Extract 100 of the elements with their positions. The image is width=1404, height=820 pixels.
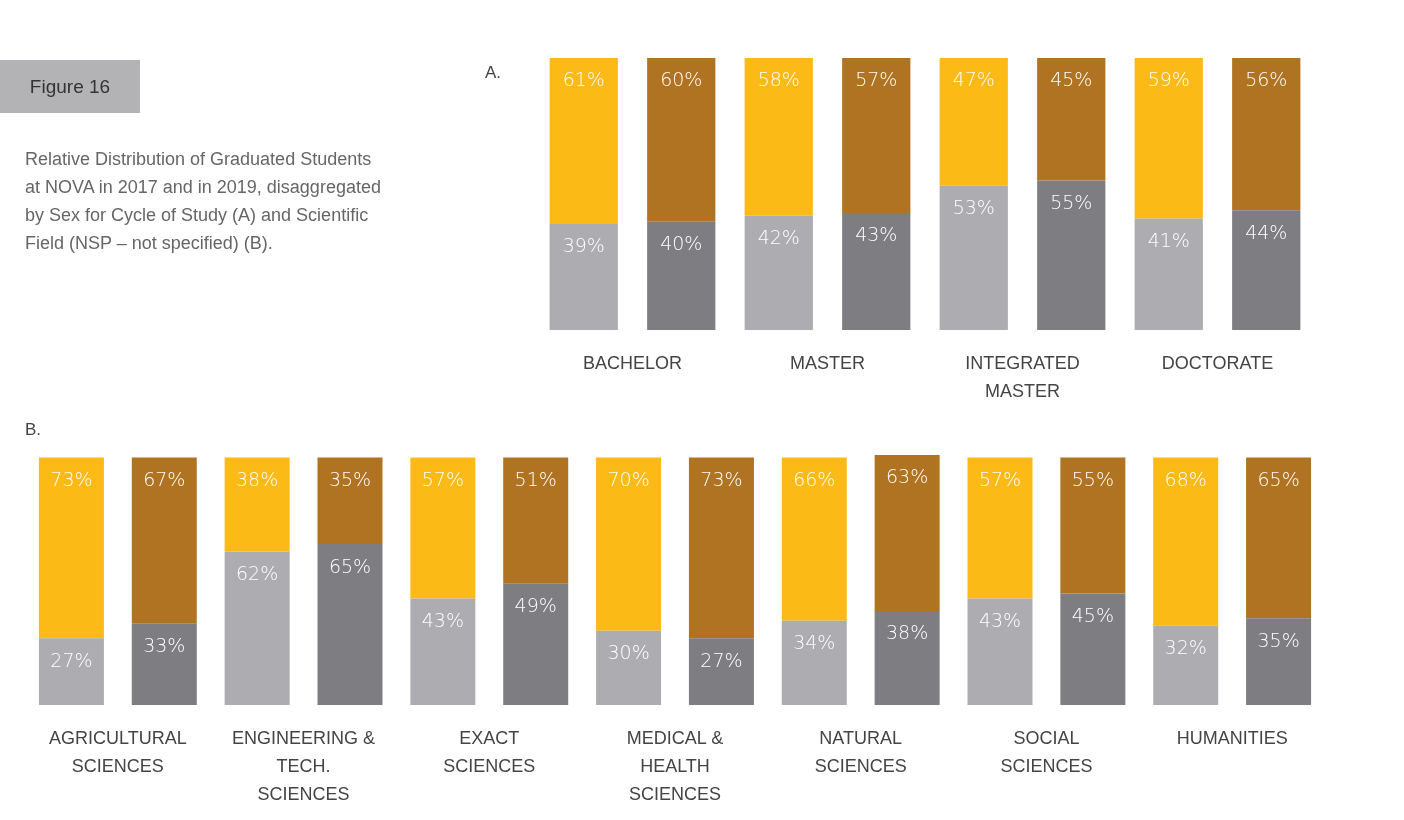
data-label: 62% — [236, 561, 279, 584]
bar — [647, 221, 716, 330]
data-label: 60% — [660, 68, 703, 91]
data-label: 73% — [50, 467, 93, 490]
data-label: 57% — [978, 467, 1022, 490]
x-tick-label: SOCIAL SCIENCES — [1000, 727, 1093, 776]
bar — [596, 630, 662, 705]
bar — [1134, 58, 1203, 219]
data-label: 32% — [1164, 636, 1207, 659]
chart-title: A. — [485, 63, 502, 83]
data-label: 63% — [886, 465, 929, 488]
bar — [647, 58, 716, 222]
bar — [1037, 58, 1106, 181]
x-tick-label: BACHELOR — [582, 352, 683, 373]
bar — [1060, 457, 1126, 594]
data-label: 41% — [1147, 228, 1190, 251]
bar — [596, 457, 662, 631]
bar — [1060, 593, 1126, 705]
x-tick-label: NATURAL SCIENCES — [814, 727, 907, 776]
data-label: 35% — [328, 467, 372, 490]
data-label: 45% — [1071, 604, 1114, 627]
data-label: 35% — [1257, 628, 1300, 651]
data-label: 58% — [757, 68, 800, 91]
bar — [744, 215, 813, 330]
bar — [131, 457, 197, 624]
bar — [38, 638, 104, 705]
bar — [1134, 218, 1203, 330]
bar — [688, 638, 754, 705]
bar — [410, 457, 476, 599]
data-label: 73% — [700, 467, 743, 490]
data-label: 45% — [1050, 68, 1093, 91]
data-label: 34% — [793, 631, 836, 654]
bar — [1153, 457, 1219, 626]
caption: Figure 16 — [0, 60, 140, 113]
bar — [967, 457, 1033, 599]
data-label: 65% — [1257, 467, 1300, 490]
data-label: 42% — [757, 226, 800, 249]
data-label: 40% — [660, 231, 703, 254]
data-label: 55% — [1071, 467, 1114, 490]
x-tick-label: AGRICULTURAL SCIENCES — [49, 727, 187, 776]
data-label: 53% — [952, 196, 995, 219]
bar — [549, 58, 618, 224]
bar — [1232, 58, 1301, 211]
data-label: 44% — [1245, 220, 1288, 243]
data-label: 55% — [1050, 190, 1093, 213]
bar — [967, 598, 1033, 705]
data-label: 43% — [421, 609, 464, 631]
x-tick-label: MASTER — [789, 352, 866, 373]
bar — [38, 457, 104, 639]
data-label: 56% — [1245, 68, 1288, 91]
bar — [842, 213, 911, 330]
bar — [410, 598, 476, 705]
data-label: 68% — [1164, 467, 1207, 490]
x-tick-label: INTEGRATED MASTER — [965, 352, 1080, 401]
data-label: 65% — [328, 554, 372, 577]
bar — [939, 58, 1008, 186]
bar — [1037, 180, 1106, 330]
bar — [874, 455, 940, 611]
data-label: 43% — [978, 609, 1022, 631]
data-label: 27% — [700, 648, 743, 671]
data-label: 30% — [607, 641, 650, 664]
data-label: 67% — [143, 467, 186, 490]
bar — [131, 623, 197, 705]
data-label: 38% — [886, 621, 929, 644]
data-label: 51% — [514, 467, 557, 490]
bar — [317, 544, 383, 705]
data-label: 49% — [514, 594, 557, 617]
data-label: 66% — [793, 467, 836, 490]
bar — [503, 457, 569, 584]
bar — [1246, 618, 1312, 705]
bar — [224, 457, 290, 552]
data-label: 27% — [50, 648, 93, 671]
bar — [549, 223, 618, 330]
x-tick-label: EXACT SCIENCES — [443, 727, 536, 776]
data-label: 39% — [562, 234, 605, 257]
bar — [688, 457, 754, 639]
bar — [503, 583, 569, 705]
bar — [224, 551, 290, 705]
data-label: 70% — [607, 467, 650, 490]
bar — [781, 457, 847, 621]
bar — [1232, 210, 1301, 330]
bar — [317, 457, 383, 545]
data-label: 59% — [1147, 68, 1190, 91]
x-tick-label: MEDICAL & HEALTH SCIENCES — [626, 727, 724, 804]
bar — [842, 58, 911, 214]
bar — [1153, 625, 1219, 705]
bar — [1246, 457, 1312, 619]
data-label: 61% — [562, 68, 605, 91]
bar — [744, 58, 813, 216]
data-label: 47% — [952, 68, 995, 91]
bar — [939, 185, 1008, 330]
data-label: 43% — [855, 223, 898, 246]
text: Relative Distribution of Graduated Students at NOVA in 2017 and in 2019, disaggregated by Sex for Cycle of Study (A) and Scientific Field (NSP – not specified) (B). — [25, 148, 382, 255]
data-label: 38% — [236, 467, 279, 490]
bar — [781, 620, 847, 705]
x-tick-label: ENGINEERING & TECH. SCIENCES — [232, 727, 376, 804]
x-tick-label: DOCTORATE — [1161, 352, 1274, 373]
bar — [874, 610, 940, 705]
data-label: 33% — [143, 633, 186, 656]
x-tick-label: HUMANITIES — [1176, 727, 1288, 748]
